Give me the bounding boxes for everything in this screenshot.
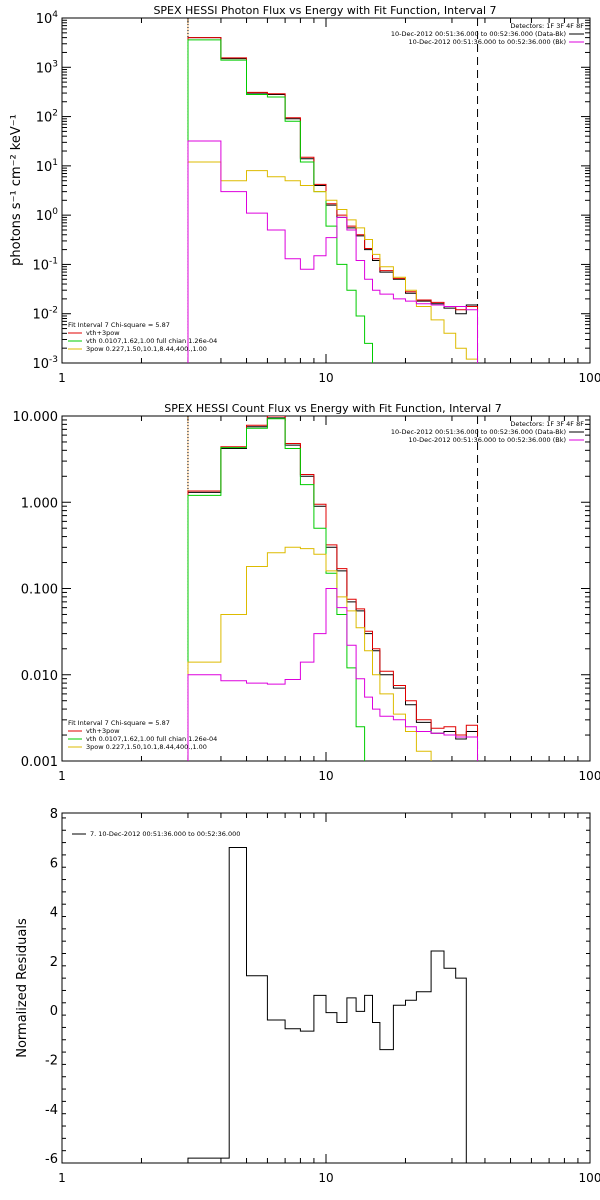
photon-flux-y-axis: 10-3 10-2 10-1 100 101 102 103 104 bbox=[32, 10, 590, 372]
photon-flux-series-0 bbox=[187, 37, 478, 363]
photon-flux-plot-area bbox=[187, 18, 479, 363]
residuals-x-tick-label: 1 bbox=[58, 1171, 66, 1185]
count-flux-legend-item: vth 0.0107,1.62,1.00 full chian 1.26e-04 bbox=[86, 735, 217, 743]
residuals-plot-area bbox=[187, 847, 478, 1163]
photon-flux-series-1 bbox=[187, 37, 478, 363]
photon-flux-legend-header: Detectors: 1F 3F 4F 8F bbox=[510, 22, 584, 30]
count-flux-y-axis: 0.001 0.010 0.100 1.000 10.000 bbox=[13, 410, 590, 770]
count-flux-chart: SPEX HESSI Count Flux vs Energy with Fit… bbox=[13, 402, 600, 783]
photon-flux-series-4 bbox=[187, 140, 478, 363]
photon-flux-chart: SPEX HESSI Photon Flux vs Energy with Fi… bbox=[9, 4, 600, 385]
count-flux-chart-title: SPEX HESSI Count Flux vs Energy with Fit… bbox=[164, 402, 501, 415]
photon-flux-chart-title: SPEX HESSI Photon Flux vs Energy with Fi… bbox=[153, 4, 496, 17]
count-flux-legend-header: Fit Interval 7 Chi-square = 5.87 bbox=[68, 719, 170, 727]
photon-flux-y-tick-label: 10-3 bbox=[32, 355, 58, 372]
count-flux-legend-bottom-left: Fit Interval 7 Chi-square = 5.87vth+3pow… bbox=[68, 719, 217, 751]
residuals-y-axis: -6 -4 -2 0 2 4 6 8 bbox=[45, 807, 590, 1167]
photon-flux-y-tick-label: 10-2 bbox=[32, 306, 58, 323]
count-flux-legend-item: 10-Dec-2012 00:51:36.000 to 00:52:36.000… bbox=[391, 428, 566, 436]
residuals-legend-item: 7. 10-Dec-2012 00:51:36.000 to 00:52:36.… bbox=[90, 830, 240, 838]
photon-flux-y-tick-label: 100 bbox=[36, 207, 59, 224]
photon-flux-x-tick-label: 100 bbox=[579, 371, 600, 385]
count-flux-legend-item: 3pow 0.227,1.50,10.1,8.44,400.,1.00 bbox=[86, 743, 207, 751]
photon-flux-legend-item: 3pow 0.227,1.50,10.1,8.44,400.,1.00 bbox=[86, 345, 207, 353]
residuals-y-tick-label: 0 bbox=[50, 1004, 58, 1019]
count-flux-y-tick-label: 10.000 bbox=[13, 410, 59, 425]
photon-flux-x-axis: 1 10 100 bbox=[58, 18, 600, 385]
count-flux-series-2 bbox=[187, 418, 366, 761]
photon-flux-legend-item: vth+3pow bbox=[86, 329, 120, 337]
count-flux-plot-area bbox=[187, 416, 479, 761]
photon-flux-legend-item: vth 0.0107,1.62,1.00 full chian 1.26e-04 bbox=[86, 337, 217, 345]
count-flux-series-1 bbox=[187, 416, 478, 761]
residuals-x-tick-label: 10 bbox=[318, 1171, 333, 1185]
residuals-y-tick-label: 8 bbox=[50, 807, 58, 822]
residuals-y-tick-label: 4 bbox=[50, 906, 58, 921]
photon-flux-y-tick-label: 102 bbox=[36, 109, 58, 126]
count-flux-legend-item: 10-Dec-2012 00:51:36.000 to 00:52:36.000… bbox=[409, 436, 567, 444]
count-flux-series-4 bbox=[187, 588, 478, 761]
photon-flux-x-tick-label: 10 bbox=[318, 371, 333, 385]
photon-flux-series-3 bbox=[187, 161, 478, 363]
residuals-y-axis-label: Normalized Residuals bbox=[15, 918, 30, 1058]
photon-flux-y-tick-label: 10-1 bbox=[32, 256, 58, 273]
photon-flux-legend-item: 10-Dec-2012 00:51:36.000 to 00:52:36.000… bbox=[391, 30, 566, 38]
residuals-x-axis: 1 10 100 bbox=[58, 813, 600, 1185]
count-flux-y-tick-label: 1.000 bbox=[21, 496, 58, 511]
residuals-y-tick-label: -6 bbox=[45, 1152, 58, 1167]
photon-flux-y-tick-label: 101 bbox=[36, 158, 58, 175]
residuals-y-tick-label: -4 bbox=[45, 1103, 58, 1118]
photon-flux-y-tick-label: 103 bbox=[36, 59, 58, 76]
residuals-legend-top-left: 7. 10-Dec-2012 00:51:36.000 to 00:52:36.… bbox=[72, 830, 240, 838]
residuals-y-tick-label: -2 bbox=[45, 1053, 58, 1068]
photon-flux-y-axis-label: photons s⁻¹ cm⁻² keV⁻¹ bbox=[9, 114, 24, 266]
residuals-chart: 1 10 100 -6 -4 -2 0 2 4 6 8 Normalized Residuals 7. … bbox=[15, 807, 600, 1185]
photon-flux-x-tick-label: 1 bbox=[58, 371, 66, 385]
count-flux-series-3 bbox=[187, 546, 432, 761]
count-flux-x-tick-label: 10 bbox=[318, 769, 333, 783]
residuals-x-tick-label: 100 bbox=[579, 1171, 600, 1185]
residuals-y-tick-label: 6 bbox=[50, 856, 58, 871]
residuals-series-0 bbox=[187, 847, 478, 1163]
count-flux-legend-item: vth+3pow bbox=[86, 727, 120, 735]
count-flux-y-tick-label: 0.001 bbox=[21, 755, 58, 770]
count-flux-x-tick-label: 1 bbox=[58, 769, 66, 783]
count-flux-y-tick-label: 0.100 bbox=[21, 583, 58, 598]
photon-flux-legend-bottom-left: Fit Interval 7 Chi-square = 5.87vth+3pow… bbox=[68, 321, 217, 353]
count-flux-y-tick-label: 0.010 bbox=[21, 669, 58, 684]
photon-flux-legend-header: Fit Interval 7 Chi-square = 5.87 bbox=[68, 321, 170, 329]
count-flux-x-tick-label: 100 bbox=[579, 769, 600, 783]
photon-flux-y-tick-label: 104 bbox=[36, 10, 59, 27]
residuals-y-tick-label: 2 bbox=[50, 955, 58, 970]
count-flux-legend-header: Detectors: 1F 3F 4F 8F bbox=[510, 420, 584, 428]
photon-flux-legend-item: 10-Dec-2012 00:51:36.000 to 00:52:36.000… bbox=[409, 38, 567, 46]
